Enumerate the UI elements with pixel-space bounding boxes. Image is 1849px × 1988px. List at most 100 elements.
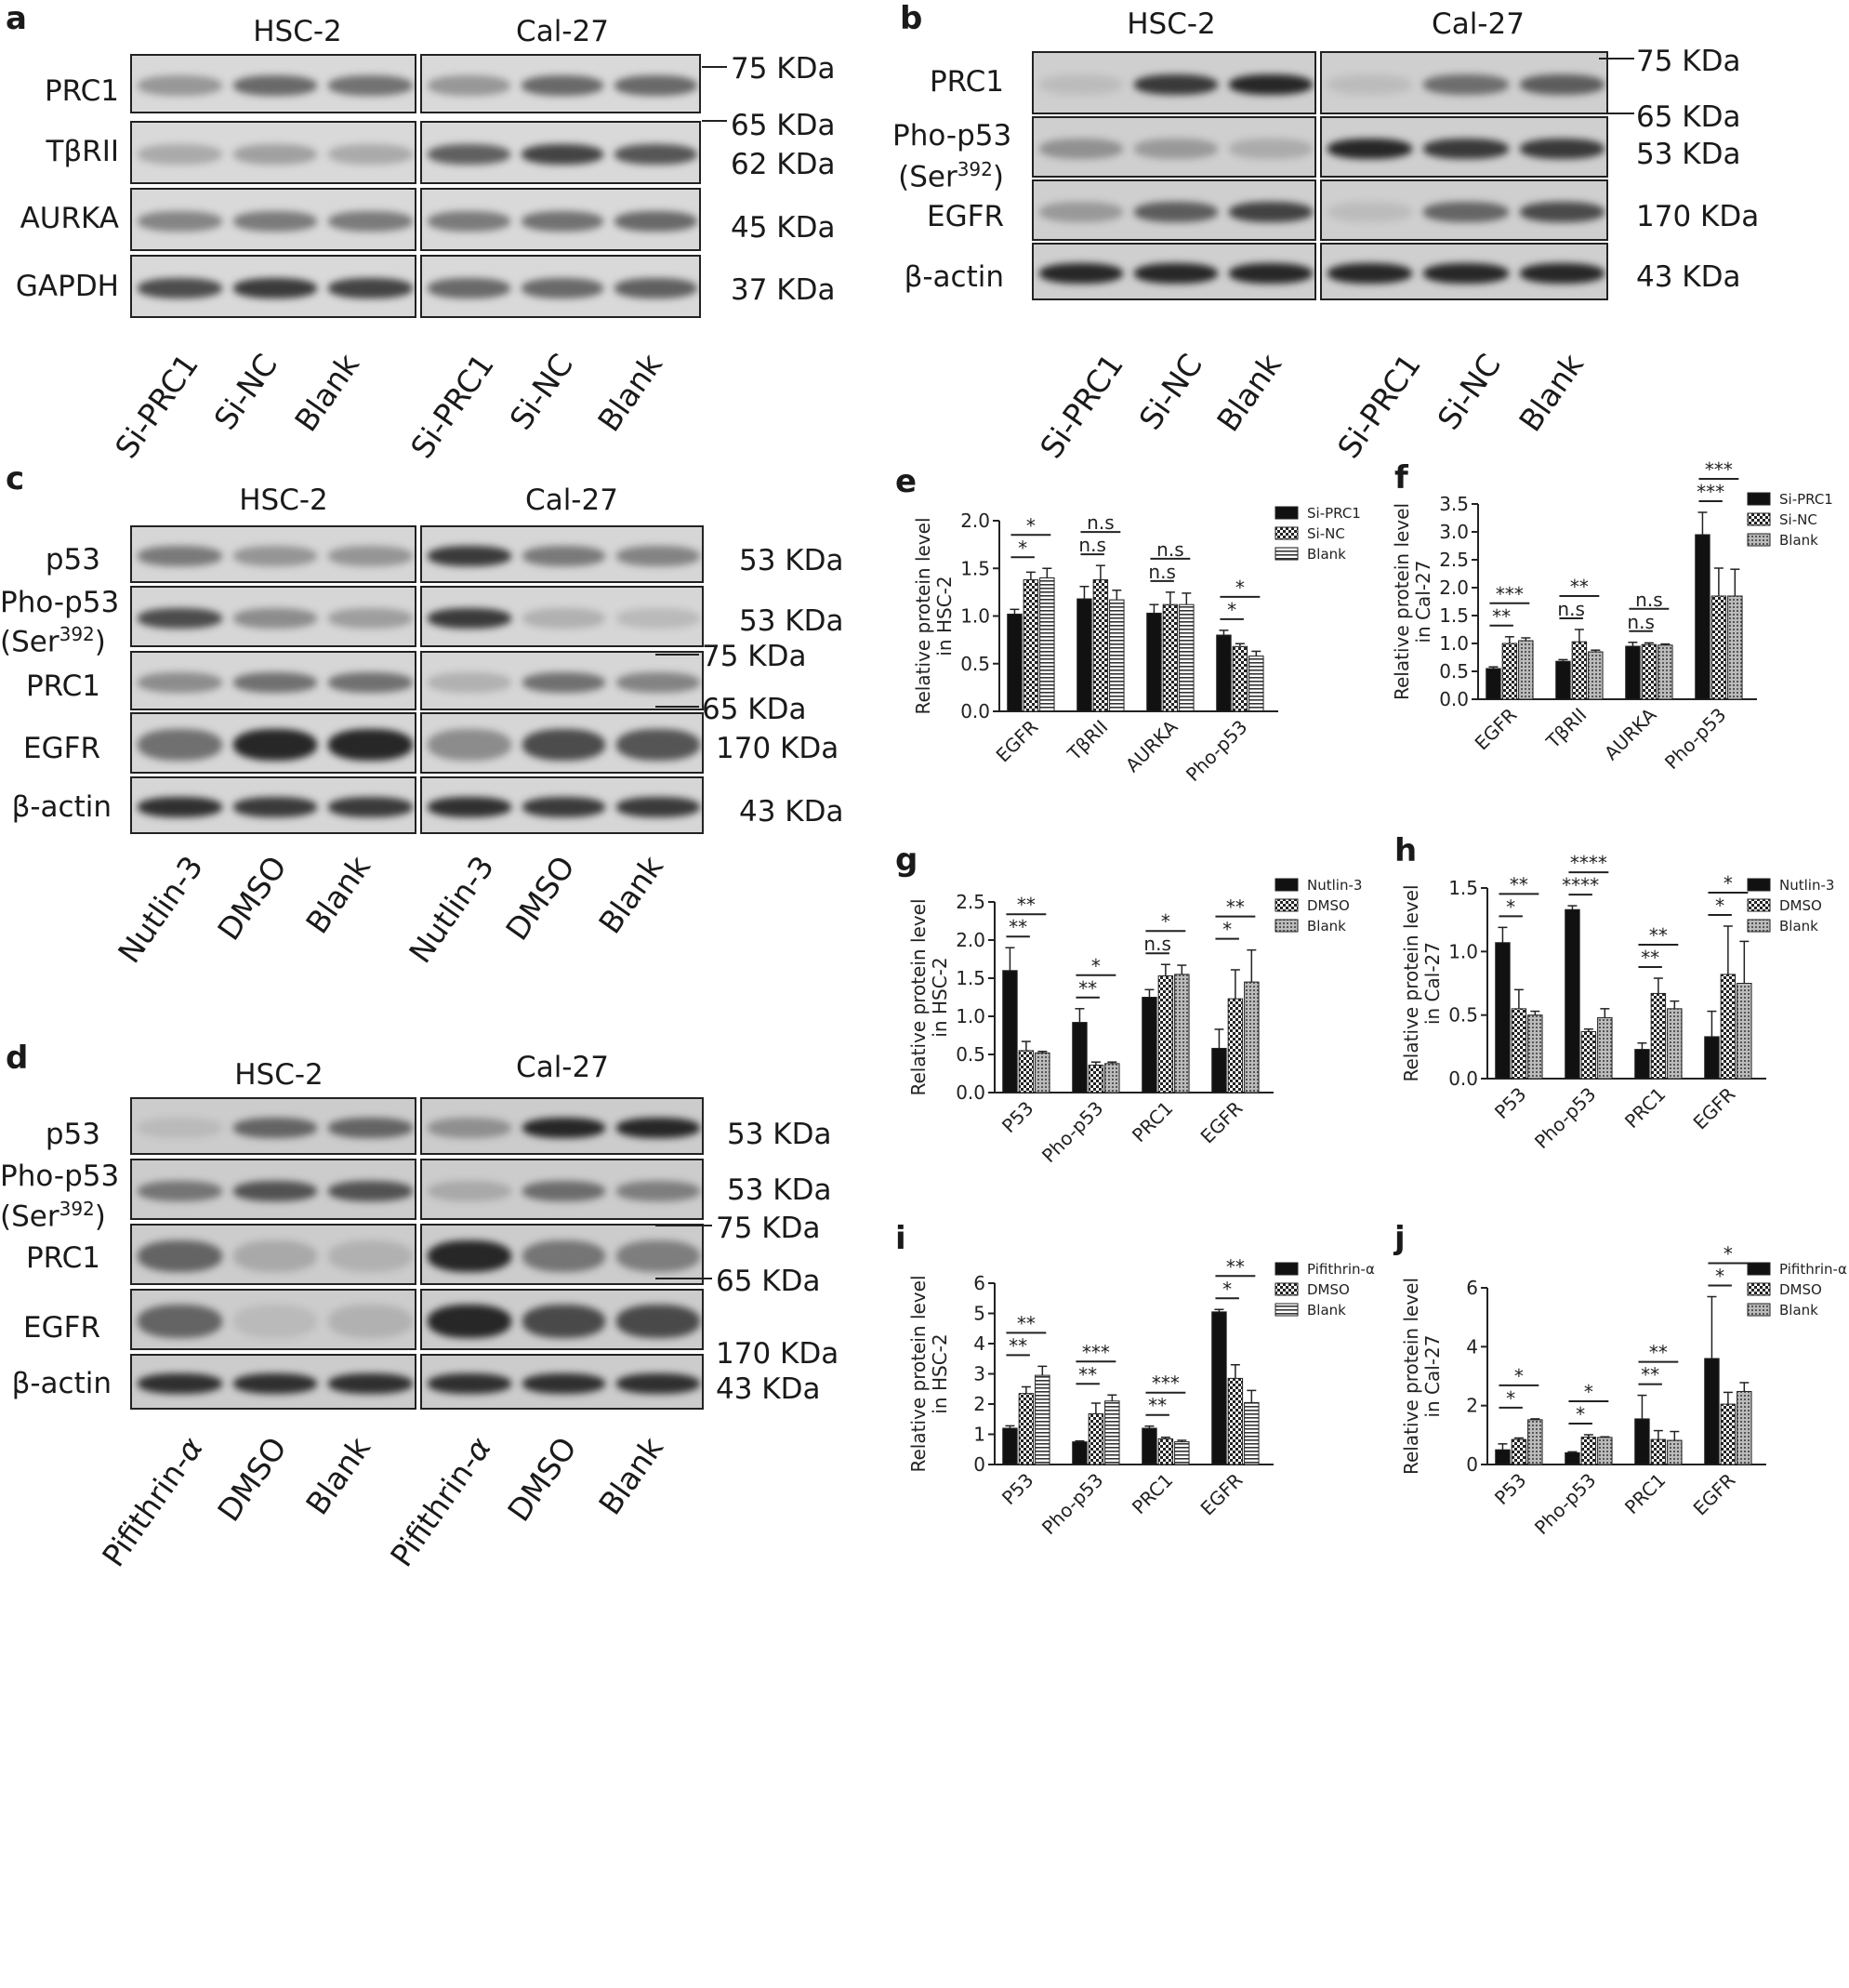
blot-band [428,1118,511,1138]
blot-band [1519,139,1605,159]
significance-mark: * [1091,955,1101,977]
marker-ticks-a [702,66,727,122]
y-tick-label: 6 [973,1272,985,1294]
legend-label: Blank [1779,918,1818,934]
y-tick-label: 3 [973,1363,985,1385]
y-tick-label: 2.5 [956,891,985,913]
bar [1657,644,1673,700]
blot-band [138,1240,222,1272]
legend-label: DMSO [1779,897,1822,914]
blot-band [428,144,510,165]
row-label-beta-actin: β-actin [11,1367,112,1400]
marker-65kda: 65 KDa [702,693,807,726]
bar [1565,908,1580,1080]
x-tick-label: Pho-p53 [1530,1469,1600,1539]
blot-band [328,797,413,817]
blot-band [522,797,606,817]
blot-band [616,608,700,629]
panel-label-f: f [1394,459,1408,497]
row-label-p53: p53 [45,1118,100,1151]
legend-swatch [1274,878,1299,892]
blot-band [428,1240,511,1272]
legend-label: Nutlin-3 [1307,877,1362,894]
row-label-beta-actin: β-actin [11,790,112,824]
legend-swatch [1274,506,1299,520]
legend-swatch [1747,878,1771,892]
y-tick-label: 1.5 [960,557,990,579]
bar [1248,656,1264,712]
y-tick-label: 1.5 [1448,877,1478,899]
marker-53kda: 53 KDa [1636,138,1741,171]
significance-mark: * [1715,1266,1724,1288]
blot-band [1327,74,1413,95]
blot-band [328,1181,413,1201]
blot-band [1039,74,1123,95]
blot-band [522,672,606,693]
significance-mark: n.s [1635,589,1662,611]
x-tick-label: PRC1 [1128,1097,1177,1146]
blot-strip [420,121,701,184]
y-tick-label: 0.0 [1448,1067,1478,1090]
y-axis-label: Relative protein level [1400,884,1422,1081]
y-tick-label: 1.0 [1439,632,1469,655]
blot-band [616,1240,700,1272]
significance-mark: *** [1705,458,1733,481]
blot-strip [420,1159,704,1220]
marker-53kda: 53 KDa [727,1118,832,1151]
marker-170kda: 170 KDa [716,1337,839,1371]
blot-band [616,1181,700,1201]
blot-strip [130,1097,416,1155]
legend-label: Blank [1779,1302,1818,1319]
legend-swatch [1274,919,1299,933]
x-tick-label: EGFR [992,716,1043,767]
blot-band [138,144,222,165]
bar [1002,1427,1018,1465]
bar [1667,1008,1683,1080]
marker-45kda: 45 KDa [731,211,836,245]
blot-band [428,672,511,693]
panel-label-i: i [895,1220,906,1257]
blot-strip [130,54,416,113]
blot-band [328,144,413,165]
blot-strip [1320,243,1608,300]
bar [1527,1419,1543,1465]
bar [1076,598,1092,712]
blot-strip [130,776,416,834]
blot-band [1327,139,1413,159]
row-label-pho-p53: Pho-p53 [0,1160,120,1193]
panel-label-b: b [900,0,923,37]
significance-mark: ** [1649,1342,1668,1364]
marker-65kda: 65 KDa [716,1265,821,1298]
legend-label: Si-PRC1 [1307,505,1361,522]
y-tick-label: 4 [973,1332,985,1355]
y-tick-label: 1.5 [1439,604,1469,627]
y-tick-label: 0.5 [1439,660,1469,683]
x-tick-label: EGFR [1689,1469,1740,1520]
bar [1227,1377,1244,1465]
blot-strip [130,525,416,583]
bar [1555,660,1571,700]
marker-65kda: 65 KDa [731,109,836,142]
x-tick-label: Pho-p53 [1660,704,1730,774]
panel-label-h: h [1394,832,1418,869]
blot-band [328,546,413,566]
significance-mark: ** [1078,977,1097,1000]
blot-band [428,1373,511,1394]
significance-mark: *** [1082,1341,1110,1363]
significance-mark: ** [1148,1395,1167,1417]
panel-label-d: d [6,1040,29,1077]
blot-band [522,546,606,566]
row-label-pho-p53: Pho-p53 [892,119,1012,152]
bar [1092,579,1109,712]
marker-43kda: 43 KDa [739,795,844,828]
blot-band [138,1305,222,1338]
blot-strip [1032,51,1316,114]
blot-band [616,672,700,693]
blot-band [232,608,318,629]
row-label-beta-actin: β-actin [904,260,1004,294]
significance-mark: ** [1226,896,1245,919]
legend-swatch [1747,1303,1771,1317]
blot-band [328,211,413,232]
row-label-prc1: PRC1 [929,65,1004,99]
bar [1580,1030,1597,1080]
